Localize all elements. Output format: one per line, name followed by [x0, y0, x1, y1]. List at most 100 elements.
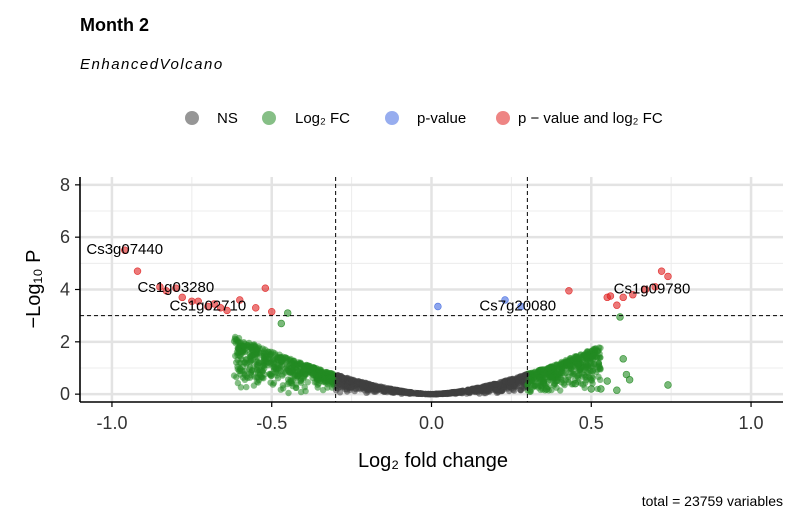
cloud-point: [571, 370, 578, 378]
cloud-point: [277, 386, 284, 393]
data-point-both: [178, 293, 186, 302]
legend-label-fc: Log₂ FC: [295, 110, 350, 127]
cloud-point: [254, 361, 262, 369]
cloud-point: [283, 355, 291, 363]
x-axis-title: Log₂ fold change: [358, 450, 508, 472]
cloud-point: [288, 364, 296, 371]
cloud-point: [559, 364, 566, 372]
cloud-point: [241, 359, 249, 366]
cloud-point: [267, 348, 274, 355]
cloud-point: [294, 373, 301, 380]
cloud-point: [426, 390, 433, 398]
data-point-fc_outliers: [619, 355, 627, 363]
cloud-point: [261, 371, 268, 378]
data-points: [121, 246, 672, 394]
legend-label-both: p − value and log₂ FC: [518, 110, 663, 127]
data-point-both: [210, 300, 218, 308]
data-point-both: [133, 267, 142, 275]
cloud-point: [317, 377, 324, 385]
cloud-point: [442, 390, 449, 397]
data-point-both: [204, 302, 212, 311]
cloud-point: [310, 371, 317, 378]
data-point-both: [619, 293, 627, 302]
cloud-point: [267, 372, 275, 379]
cloud-point: [359, 382, 367, 389]
cloud-point: [576, 371, 583, 379]
data-point-both: [613, 301, 621, 309]
legend-label-p: p-value: [417, 110, 466, 127]
cloud-point: [301, 374, 308, 381]
cloud-point: [515, 380, 522, 387]
cloud-point: [297, 360, 304, 367]
cloud-point: [539, 368, 547, 376]
cloud-point: [304, 379, 311, 386]
cloud-point: [368, 382, 376, 389]
cloud-point: [597, 376, 604, 383]
cloud-point: [237, 384, 245, 391]
cloud-point: [545, 364, 552, 372]
cloud-point: [242, 345, 249, 352]
data-point-p: [434, 302, 442, 311]
cloud-point: [246, 358, 254, 366]
x-tick-label: 0.5: [579, 413, 604, 433]
cloud-point: [262, 349, 269, 357]
data-point-fc_outliers: [284, 309, 292, 317]
legend-swatch-ns: [185, 111, 199, 125]
point-label: Cs1g09780: [614, 280, 691, 297]
cloud-point: [574, 355, 581, 362]
cloud-point: [236, 352, 243, 359]
cloud-point: [325, 374, 332, 382]
y-axis-title: −Log₁₀ P: [23, 250, 45, 329]
cloud-point: [247, 342, 254, 349]
cloud-point: [583, 363, 590, 371]
point-label: Cs1g03280: [137, 279, 214, 296]
data-point-both: [565, 287, 573, 295]
cloud-point: [596, 365, 603, 372]
cloud-point: [248, 367, 256, 374]
cloud-point: [267, 354, 274, 361]
cloud-point: [288, 380, 296, 387]
cloud-point: [322, 369, 329, 376]
y-tick-label: 4: [60, 280, 70, 300]
cloud-point: [594, 347, 601, 355]
data-point-fc_outliers: [616, 313, 624, 321]
legend-swatch-fc: [262, 111, 276, 125]
cloud-point: [517, 387, 524, 394]
legend-label-ns: NS: [217, 110, 238, 127]
point-label: Cs1g02710: [169, 297, 246, 314]
cloud-point: [581, 384, 588, 392]
cloud-point: [390, 389, 397, 396]
cloud-point: [587, 360, 594, 367]
y-tick-label: 2: [60, 332, 70, 352]
cloud-point: [455, 388, 462, 395]
data-point-both: [606, 292, 615, 300]
cloud-point: [248, 352, 255, 359]
caption: total = 23759 variables: [642, 493, 783, 509]
cloud-point: [352, 386, 359, 393]
cloud-point: [563, 358, 570, 365]
data-point-p: [501, 296, 509, 304]
legend-swatch-both: [496, 111, 510, 125]
x-tick-label: 0.0: [419, 413, 444, 433]
data-point-both: [156, 283, 164, 291]
cloud-point: [448, 389, 455, 396]
point-cloud: [230, 333, 604, 398]
cloud-point: [557, 387, 564, 394]
data-point-fc_outliers: [664, 381, 672, 389]
cloud-point: [531, 383, 539, 390]
x-tick-label: -1.0: [96, 413, 127, 433]
chart-title: Month 2: [80, 15, 149, 35]
data-point-fc_outliers: [603, 377, 611, 385]
point-label: Cs3g07440: [86, 241, 163, 258]
axes: -1.0 -0.5 0.0 0.5 1.0 0 2 4 6 8: [60, 175, 783, 433]
cloud-point: [237, 367, 244, 375]
cloud-point: [243, 373, 250, 380]
cloud-point: [348, 376, 355, 384]
data-point-both: [641, 285, 650, 294]
cloud-point: [550, 382, 557, 389]
data-point-fc_outliers: [613, 386, 621, 394]
data-point-fc_outliers: [625, 376, 634, 384]
cloud-point: [584, 369, 592, 377]
data-point-both: [172, 284, 180, 292]
